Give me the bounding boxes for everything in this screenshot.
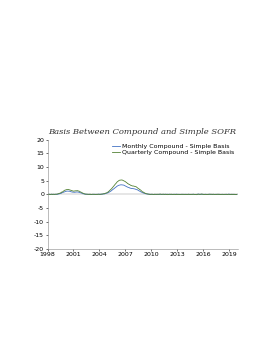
Monthly Compound - Simple Basis: [117, 183, 120, 187]
Quarterly Compound - Simple Basis: [195, 193, 198, 197]
Monthly Compound - Simple Basis: [166, 192, 169, 196]
Monthly Compound - Simple Basis: [235, 192, 238, 196]
Quarterly Compound - Simple Basis: [166, 192, 169, 196]
Monthly Compound - Simple Basis: [46, 192, 49, 196]
Line: Monthly Compound - Simple Basis: Monthly Compound - Simple Basis: [48, 185, 237, 195]
Monthly Compound - Simple Basis: [119, 183, 122, 187]
Quarterly Compound - Simple Basis: [155, 192, 158, 196]
Quarterly Compound - Simple Basis: [117, 179, 120, 183]
Title: Basis Between Compound and Simple SOFR: Basis Between Compound and Simple SOFR: [49, 128, 237, 136]
Monthly Compound - Simple Basis: [235, 193, 238, 197]
Quarterly Compound - Simple Basis: [46, 192, 49, 196]
Legend: Monthly Compound - Simple Basis, Quarterly Compound - Simple Basis: Monthly Compound - Simple Basis, Quarter…: [112, 143, 234, 156]
Quarterly Compound - Simple Basis: [108, 189, 111, 193]
Quarterly Compound - Simple Basis: [51, 192, 54, 196]
Quarterly Compound - Simple Basis: [119, 178, 122, 182]
Monthly Compound - Simple Basis: [51, 192, 54, 196]
Monthly Compound - Simple Basis: [155, 192, 158, 196]
Quarterly Compound - Simple Basis: [128, 182, 131, 187]
Line: Quarterly Compound - Simple Basis: Quarterly Compound - Simple Basis: [48, 180, 237, 195]
Monthly Compound - Simple Basis: [108, 190, 111, 194]
Monthly Compound - Simple Basis: [128, 186, 131, 190]
Quarterly Compound - Simple Basis: [235, 192, 238, 196]
